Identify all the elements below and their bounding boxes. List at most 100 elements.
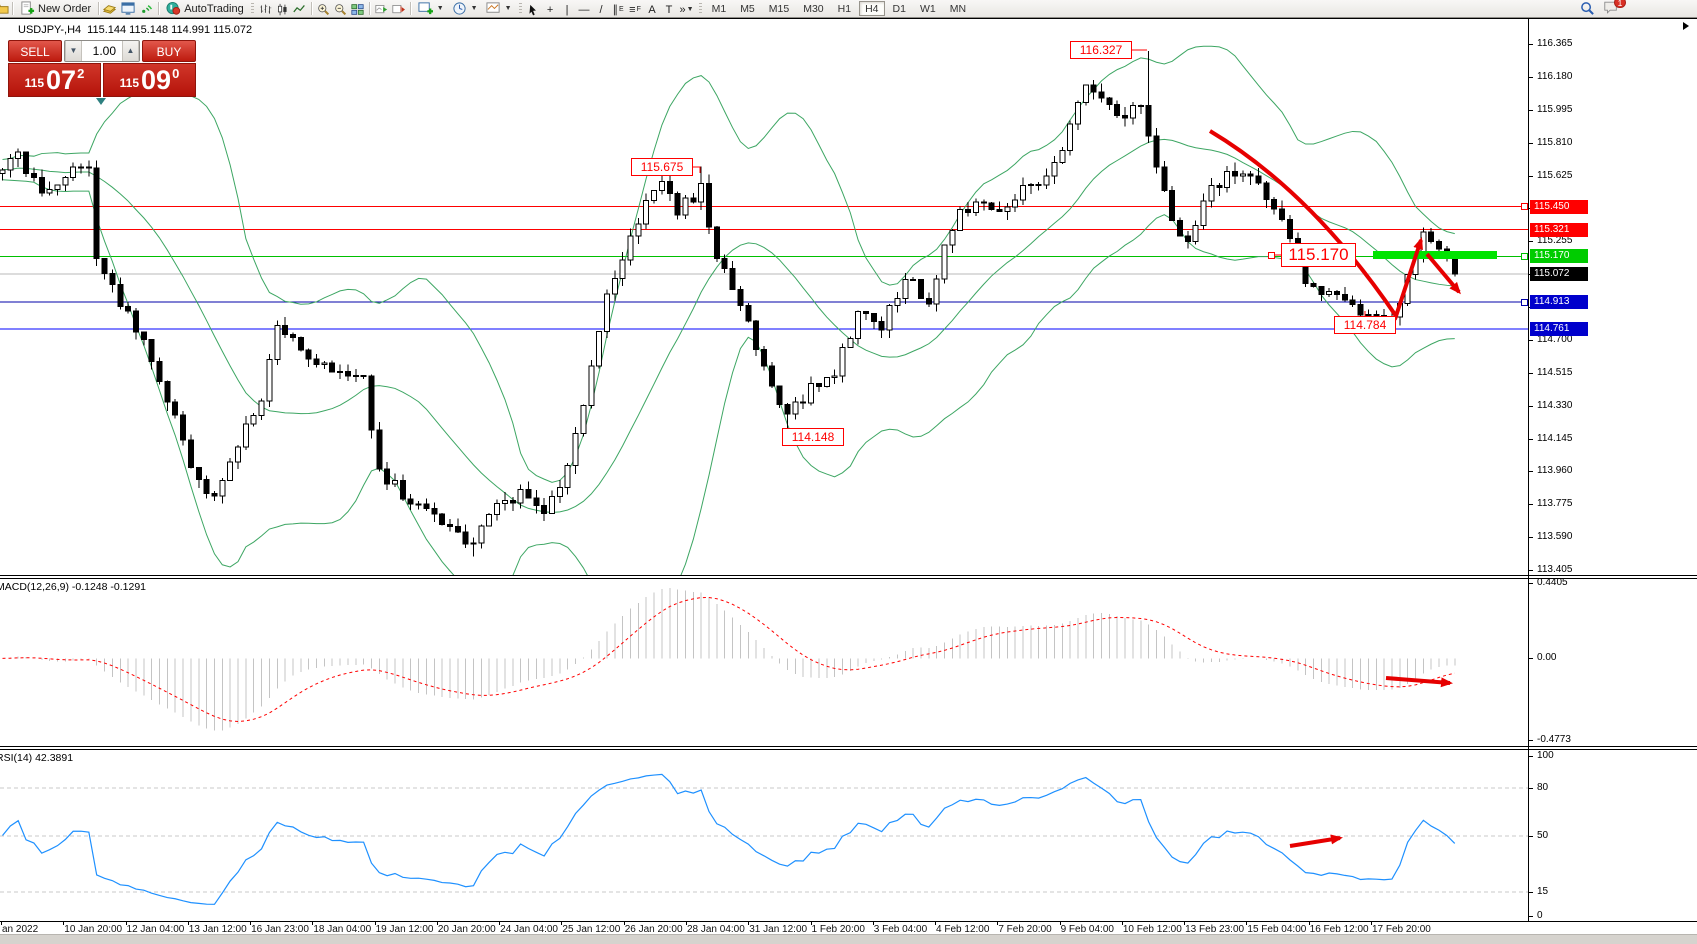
fibonacci-retracement-icon[interactable]: ≡ F: [629, 3, 641, 16]
new-order-button[interactable]: New Order: [16, 1, 95, 17]
cursor-icon[interactable]: [525, 1, 542, 17]
timeframe-button-m5[interactable]: M5: [740, 3, 755, 15]
notifications-button[interactable]: 1: [1603, 0, 1626, 18]
sell-price-display[interactable]: 115 07 2: [8, 63, 101, 97]
level-handle[interactable]: [1521, 203, 1528, 211]
macd-axis-tick: -0.4773: [1537, 734, 1571, 745]
highlight-zone-bar[interactable]: [1373, 251, 1497, 259]
volume-input[interactable]: [82, 41, 122, 61]
sell-button[interactable]: SELL: [8, 40, 62, 62]
toolbar-grip[interactable]: [698, 2, 702, 15]
swing-high-label[interactable]: 115.675: [631, 158, 693, 176]
price-axis-tick: 115.995: [1537, 103, 1573, 115]
bar-chart-type-icon[interactable]: [257, 1, 274, 17]
crosshair-icon[interactable]: +: [546, 3, 554, 16]
projection-arrow[interactable]: [1425, 252, 1461, 295]
price-axis-tickmark: [1529, 438, 1533, 440]
time-axis-label: 10 Jan 20:00: [64, 924, 123, 935]
signals-icon[interactable]: [140, 1, 155, 16]
rsi-pane[interactable]: [0, 750, 1697, 921]
swing-low-label[interactable]: 114.784: [1334, 316, 1396, 334]
pane-separator[interactable]: [0, 746, 1697, 750]
line-chart-type-icon[interactable]: [291, 1, 308, 17]
level-handle[interactable]: [1521, 298, 1528, 306]
toolbar-grip[interactable]: [250, 2, 254, 15]
text-label-icon[interactable]: T: [665, 3, 673, 16]
time-axis-tickmark: [872, 921, 874, 925]
level-handle[interactable]: [1521, 252, 1528, 260]
templates-button[interactable]: ▼: [482, 1, 516, 17]
new-chart-button[interactable]: ▼: [414, 1, 448, 17]
timeframe-button-mn[interactable]: MN: [949, 3, 967, 15]
horizontal-level-lines[interactable]: [0, 206, 1528, 330]
macd-pane[interactable]: [0, 579, 1697, 746]
time-axis-tickmark: [1308, 921, 1310, 925]
low-price-label[interactable]: 114.148: [782, 428, 844, 446]
panel-collapse-arrow[interactable]: [96, 98, 106, 105]
rsi-arrow[interactable]: [1289, 834, 1343, 848]
scroll-to-end-marker[interactable]: [1683, 22, 1689, 30]
arrows-icon[interactable]: » ▼: [679, 3, 694, 16]
price-axis-tickmark: [1529, 241, 1533, 243]
tile-windows-icon[interactable]: [349, 1, 366, 17]
time-axis-tickmark: [125, 921, 127, 925]
zoom-in-icon[interactable]: [315, 1, 332, 17]
folder-icon[interactable]: [0, 1, 9, 16]
chart-ohlc-values: 115.144 115.148 114.991 115.072: [87, 24, 253, 36]
window-bottom-strip: [0, 934, 1697, 944]
timeframe-button-m15[interactable]: M15: [768, 3, 790, 15]
macd-arrow[interactable]: [1385, 676, 1453, 688]
time-axis-label: 9 Feb 04:00: [1060, 924, 1114, 935]
gold-chart-icon[interactable]: [102, 1, 117, 16]
time-axis-label: 12 Jan 04:00: [126, 924, 185, 935]
chart-shift-icon[interactable]: [390, 1, 407, 17]
timeframe-button-m1[interactable]: M1: [711, 3, 727, 15]
price-axis-tickmark: [1529, 175, 1533, 177]
key-level-label-anchor[interactable]: [1268, 252, 1275, 259]
timeframe-button-h4[interactable]: H4: [859, 1, 885, 16]
time-axis-tickmark: [1370, 921, 1372, 925]
price-axis-tickmark: [1529, 339, 1533, 341]
timeframe-button-w1[interactable]: W1: [919, 3, 936, 15]
main-toolbar: New Order AutoTrading ▼ ▼ ▼: [0, 0, 1697, 18]
time-axis-tickmark: [1246, 921, 1248, 925]
template-icon: [486, 1, 501, 16]
time-axis-tickmark: [499, 921, 501, 925]
market-watch-icon[interactable]: [121, 1, 136, 16]
rsi-axis-tick: 15: [1537, 886, 1549, 897]
toolbar-separator: [158, 2, 160, 15]
buy-price-sup: 0: [172, 66, 180, 81]
trend-arrow[interactable]: [1208, 129, 1423, 321]
time-axis-label: 31 Jan 12:00: [749, 924, 808, 935]
horizontal-line-icon[interactable]: —: [578, 3, 590, 16]
key-level-label[interactable]: 115.170: [1281, 243, 1356, 267]
chart-title: USDJPY-,H4 115.144 115.148 114.991 115.07…: [18, 24, 258, 36]
time-axis-label: 17 Feb 20:00: [1371, 924, 1431, 935]
high-price-label[interactable]: 116.327: [1070, 41, 1132, 59]
timeframe-button-d1[interactable]: D1: [892, 3, 906, 15]
rsi-axis-tickmark: [1529, 788, 1533, 789]
timeframe-button-m30[interactable]: M30: [803, 3, 824, 15]
price-axis-tickmark: [1529, 570, 1533, 571]
buy-price-display[interactable]: 115 09 0: [103, 63, 196, 97]
volume-increase-button[interactable]: ▲: [122, 41, 139, 61]
pane-separator[interactable]: [0, 575, 1697, 579]
trendline-icon[interactable]: /: [599, 3, 603, 16]
autotrading-button[interactable]: AutoTrading: [162, 1, 248, 17]
text-icon[interactable]: A: [648, 3, 656, 16]
main-chart-pane[interactable]: [0, 18, 1697, 575]
equidistant-channel-icon[interactable]: ∥ E: [612, 3, 624, 16]
price-badge-114.913: 114.913: [1530, 295, 1588, 310]
volume-decrease-button[interactable]: ▼: [65, 41, 82, 61]
timeframe-button-h1[interactable]: H1: [837, 3, 852, 15]
buy-button[interactable]: BUY: [142, 40, 196, 62]
periods-button[interactable]: ▼: [448, 1, 482, 17]
auto-scroll-icon[interactable]: [373, 1, 390, 17]
toolbar-separator: [310, 2, 312, 15]
candlestick-chart-type-icon[interactable]: [274, 1, 291, 17]
sell-price-sup: 2: [77, 66, 85, 81]
vertical-line-icon[interactable]: |: [565, 3, 569, 16]
zoom-out-icon[interactable]: [332, 1, 349, 17]
search-icon[interactable]: [1580, 1, 1595, 16]
toolbar-grip[interactable]: [518, 2, 522, 15]
